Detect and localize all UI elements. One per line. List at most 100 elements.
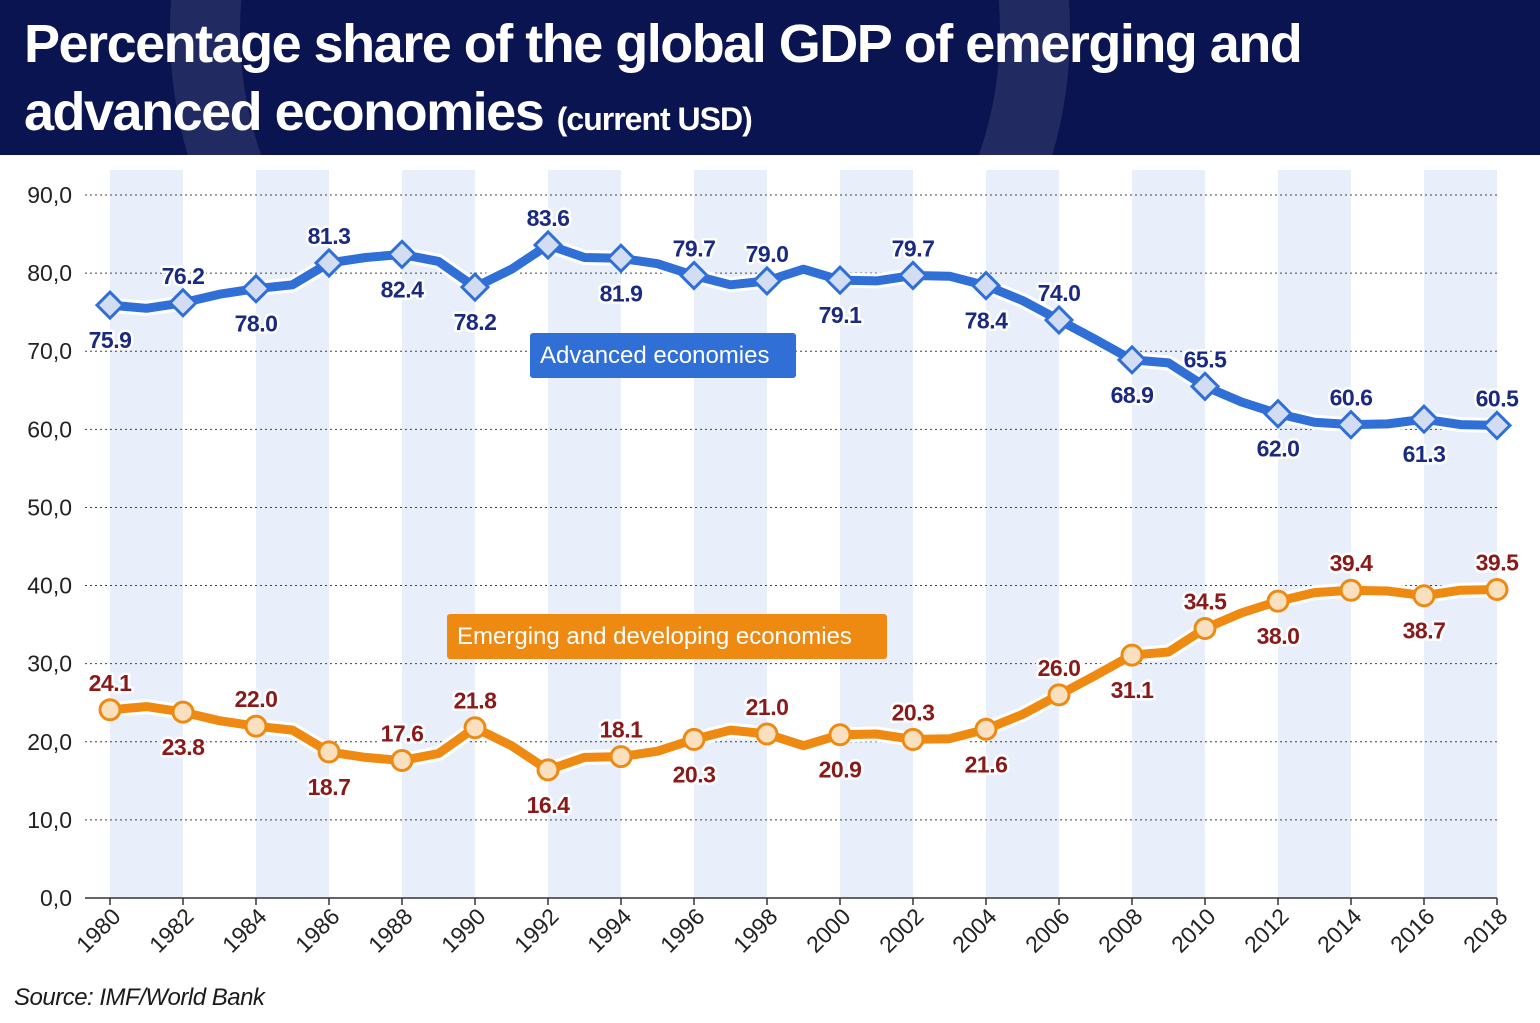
y-tick-label: 30,0 bbox=[27, 651, 72, 677]
data-point-emerging bbox=[390, 749, 414, 773]
x-tick-label: 1996 bbox=[655, 903, 710, 958]
data-point-emerging bbox=[755, 722, 779, 746]
data-point-emerging bbox=[1120, 643, 1144, 667]
data-point-advanced bbox=[751, 265, 783, 297]
data-point-emerging bbox=[901, 727, 925, 751]
year-band bbox=[110, 170, 183, 898]
data-point-emerging bbox=[974, 717, 998, 741]
data-point-advanced bbox=[1116, 344, 1148, 375]
series-line-emerging bbox=[105, 585, 1502, 775]
data-labels: 75.9 76.2 78.0 81.3 82.4 78.2 83.6 81.9 79.7 79.0… bbox=[86, 202, 1522, 820]
data-label-emerging: 26.0 bbox=[1038, 655, 1081, 681]
data-label-emerging: 34.5 bbox=[1184, 589, 1227, 615]
data-label-emerging: 38.7 bbox=[1403, 618, 1446, 644]
x-tick-label: 1986 bbox=[290, 903, 345, 958]
legend-emerging-label: Emerging and developing economies bbox=[457, 623, 852, 650]
legend-advanced-box bbox=[530, 333, 796, 378]
data-point-emerging bbox=[1266, 589, 1290, 613]
y-tick-label: 60,0 bbox=[27, 416, 72, 442]
data-label-advanced: 79.7 bbox=[892, 235, 935, 261]
x-tick-label: 1990 bbox=[436, 903, 491, 958]
data-label-advanced: 78.2 bbox=[454, 309, 497, 335]
data-label-emerging: 21.0 bbox=[746, 694, 789, 720]
data-point-emerging bbox=[463, 716, 487, 740]
year-band bbox=[840, 170, 913, 898]
data-label-emerging: 21.8 bbox=[454, 688, 497, 714]
x-tick-label: 2002 bbox=[874, 903, 929, 958]
data-point-emerging bbox=[682, 727, 706, 751]
data-label-advanced: 81.9 bbox=[600, 280, 643, 306]
data-point-advanced bbox=[94, 290, 126, 321]
data-label-emerging: 16.4 bbox=[527, 792, 570, 818]
series-group bbox=[94, 229, 1513, 782]
y-tick-label: 10,0 bbox=[27, 807, 72, 833]
data-point-advanced bbox=[970, 270, 1002, 301]
x-tick-label: 1988 bbox=[363, 903, 418, 958]
data-point-advanced bbox=[313, 247, 345, 279]
data-point-advanced bbox=[605, 243, 637, 274]
data-label-emerging: 23.8 bbox=[162, 734, 205, 760]
chart-header: Percentage share of the global GDP of em… bbox=[0, 0, 1540, 155]
data-label-advanced: 78.0 bbox=[235, 311, 278, 337]
data-point-advanced bbox=[1043, 304, 1075, 336]
data-point-emerging bbox=[317, 740, 341, 764]
x-tick-label: 2006 bbox=[1020, 903, 1075, 958]
x-tick-label: 1984 bbox=[217, 903, 272, 958]
data-point-emerging bbox=[609, 745, 633, 769]
year-bands bbox=[110, 170, 1497, 898]
data-label-advanced: 82.4 bbox=[381, 276, 424, 302]
data-point-emerging bbox=[536, 758, 560, 782]
legend: Advanced economies Emerging and developi… bbox=[447, 333, 887, 659]
year-band bbox=[1132, 170, 1205, 898]
data-point-emerging bbox=[1047, 683, 1071, 707]
data-label-advanced: 74.0 bbox=[1038, 280, 1081, 306]
line-chart: 0,010,020,030,040,050,060,070,080,090,0 … bbox=[27, 170, 1522, 958]
data-label-emerging: 22.0 bbox=[235, 686, 278, 712]
chart-subtitle: (current USD) bbox=[556, 101, 753, 137]
chart-title: Percentage share of the global GDP of em… bbox=[24, 10, 1504, 153]
data-label-advanced: 62.0 bbox=[1257, 436, 1300, 462]
data-label-emerging: 18.7 bbox=[308, 774, 351, 800]
x-tick-label: 1982 bbox=[144, 903, 199, 958]
year-band bbox=[548, 170, 621, 898]
x-tick-label: 2004 bbox=[947, 903, 1002, 958]
data-point-advanced bbox=[1335, 409, 1367, 440]
header-decoration bbox=[170, 0, 1070, 155]
data-point-emerging bbox=[171, 700, 195, 724]
y-tick-label: 50,0 bbox=[27, 494, 72, 520]
data-label-emerging: 24.1 bbox=[89, 670, 132, 696]
year-band bbox=[1278, 170, 1351, 898]
data-label-advanced: 81.3 bbox=[308, 223, 351, 249]
data-point-emerging bbox=[1485, 577, 1509, 601]
y-axis: 0,0 10,0 20,0 30,0 40,0 50,0 60,0 70,0 80,0 90,0 bbox=[27, 182, 72, 911]
data-point-advanced bbox=[678, 260, 710, 291]
y-tick-label: 0,0 bbox=[40, 885, 72, 911]
data-label-advanced: 76.2 bbox=[162, 263, 205, 289]
year-band bbox=[1424, 170, 1497, 898]
data-point-advanced bbox=[897, 260, 929, 291]
y-tick-label: 40,0 bbox=[27, 573, 72, 599]
data-label-advanced: 65.5 bbox=[1184, 346, 1227, 372]
data-label-advanced: 79.1 bbox=[819, 302, 862, 328]
data-label-advanced: 83.6 bbox=[527, 205, 570, 231]
data-label-advanced: 79.0 bbox=[746, 241, 789, 267]
data-point-advanced bbox=[1262, 398, 1294, 429]
data-point-emerging bbox=[1412, 584, 1436, 608]
data-label-emerging: 39.5 bbox=[1476, 549, 1519, 575]
data-label-advanced: 78.4 bbox=[965, 308, 1008, 334]
x-tick-label: 2000 bbox=[801, 903, 856, 958]
source-note: Source: IMF/World Bank bbox=[14, 984, 265, 1011]
data-label-advanced: 79.7 bbox=[673, 235, 716, 261]
y-tick-label: 70,0 bbox=[27, 338, 72, 364]
data-label-advanced: 61.3 bbox=[1403, 441, 1446, 467]
x-tick-label: 2008 bbox=[1093, 903, 1148, 958]
data-point-advanced bbox=[824, 265, 856, 296]
y-tick-label: 20,0 bbox=[27, 729, 72, 755]
data-label-emerging: 20.3 bbox=[673, 761, 716, 787]
x-tick-label: 1980 bbox=[71, 903, 126, 958]
x-tick-label: 2016 bbox=[1385, 903, 1440, 958]
legend-advanced-label: Advanced economies bbox=[540, 342, 769, 369]
x-tick-label: 2010 bbox=[1166, 903, 1221, 958]
data-point-emerging bbox=[1339, 578, 1363, 602]
data-label-emerging: 21.6 bbox=[965, 751, 1008, 777]
